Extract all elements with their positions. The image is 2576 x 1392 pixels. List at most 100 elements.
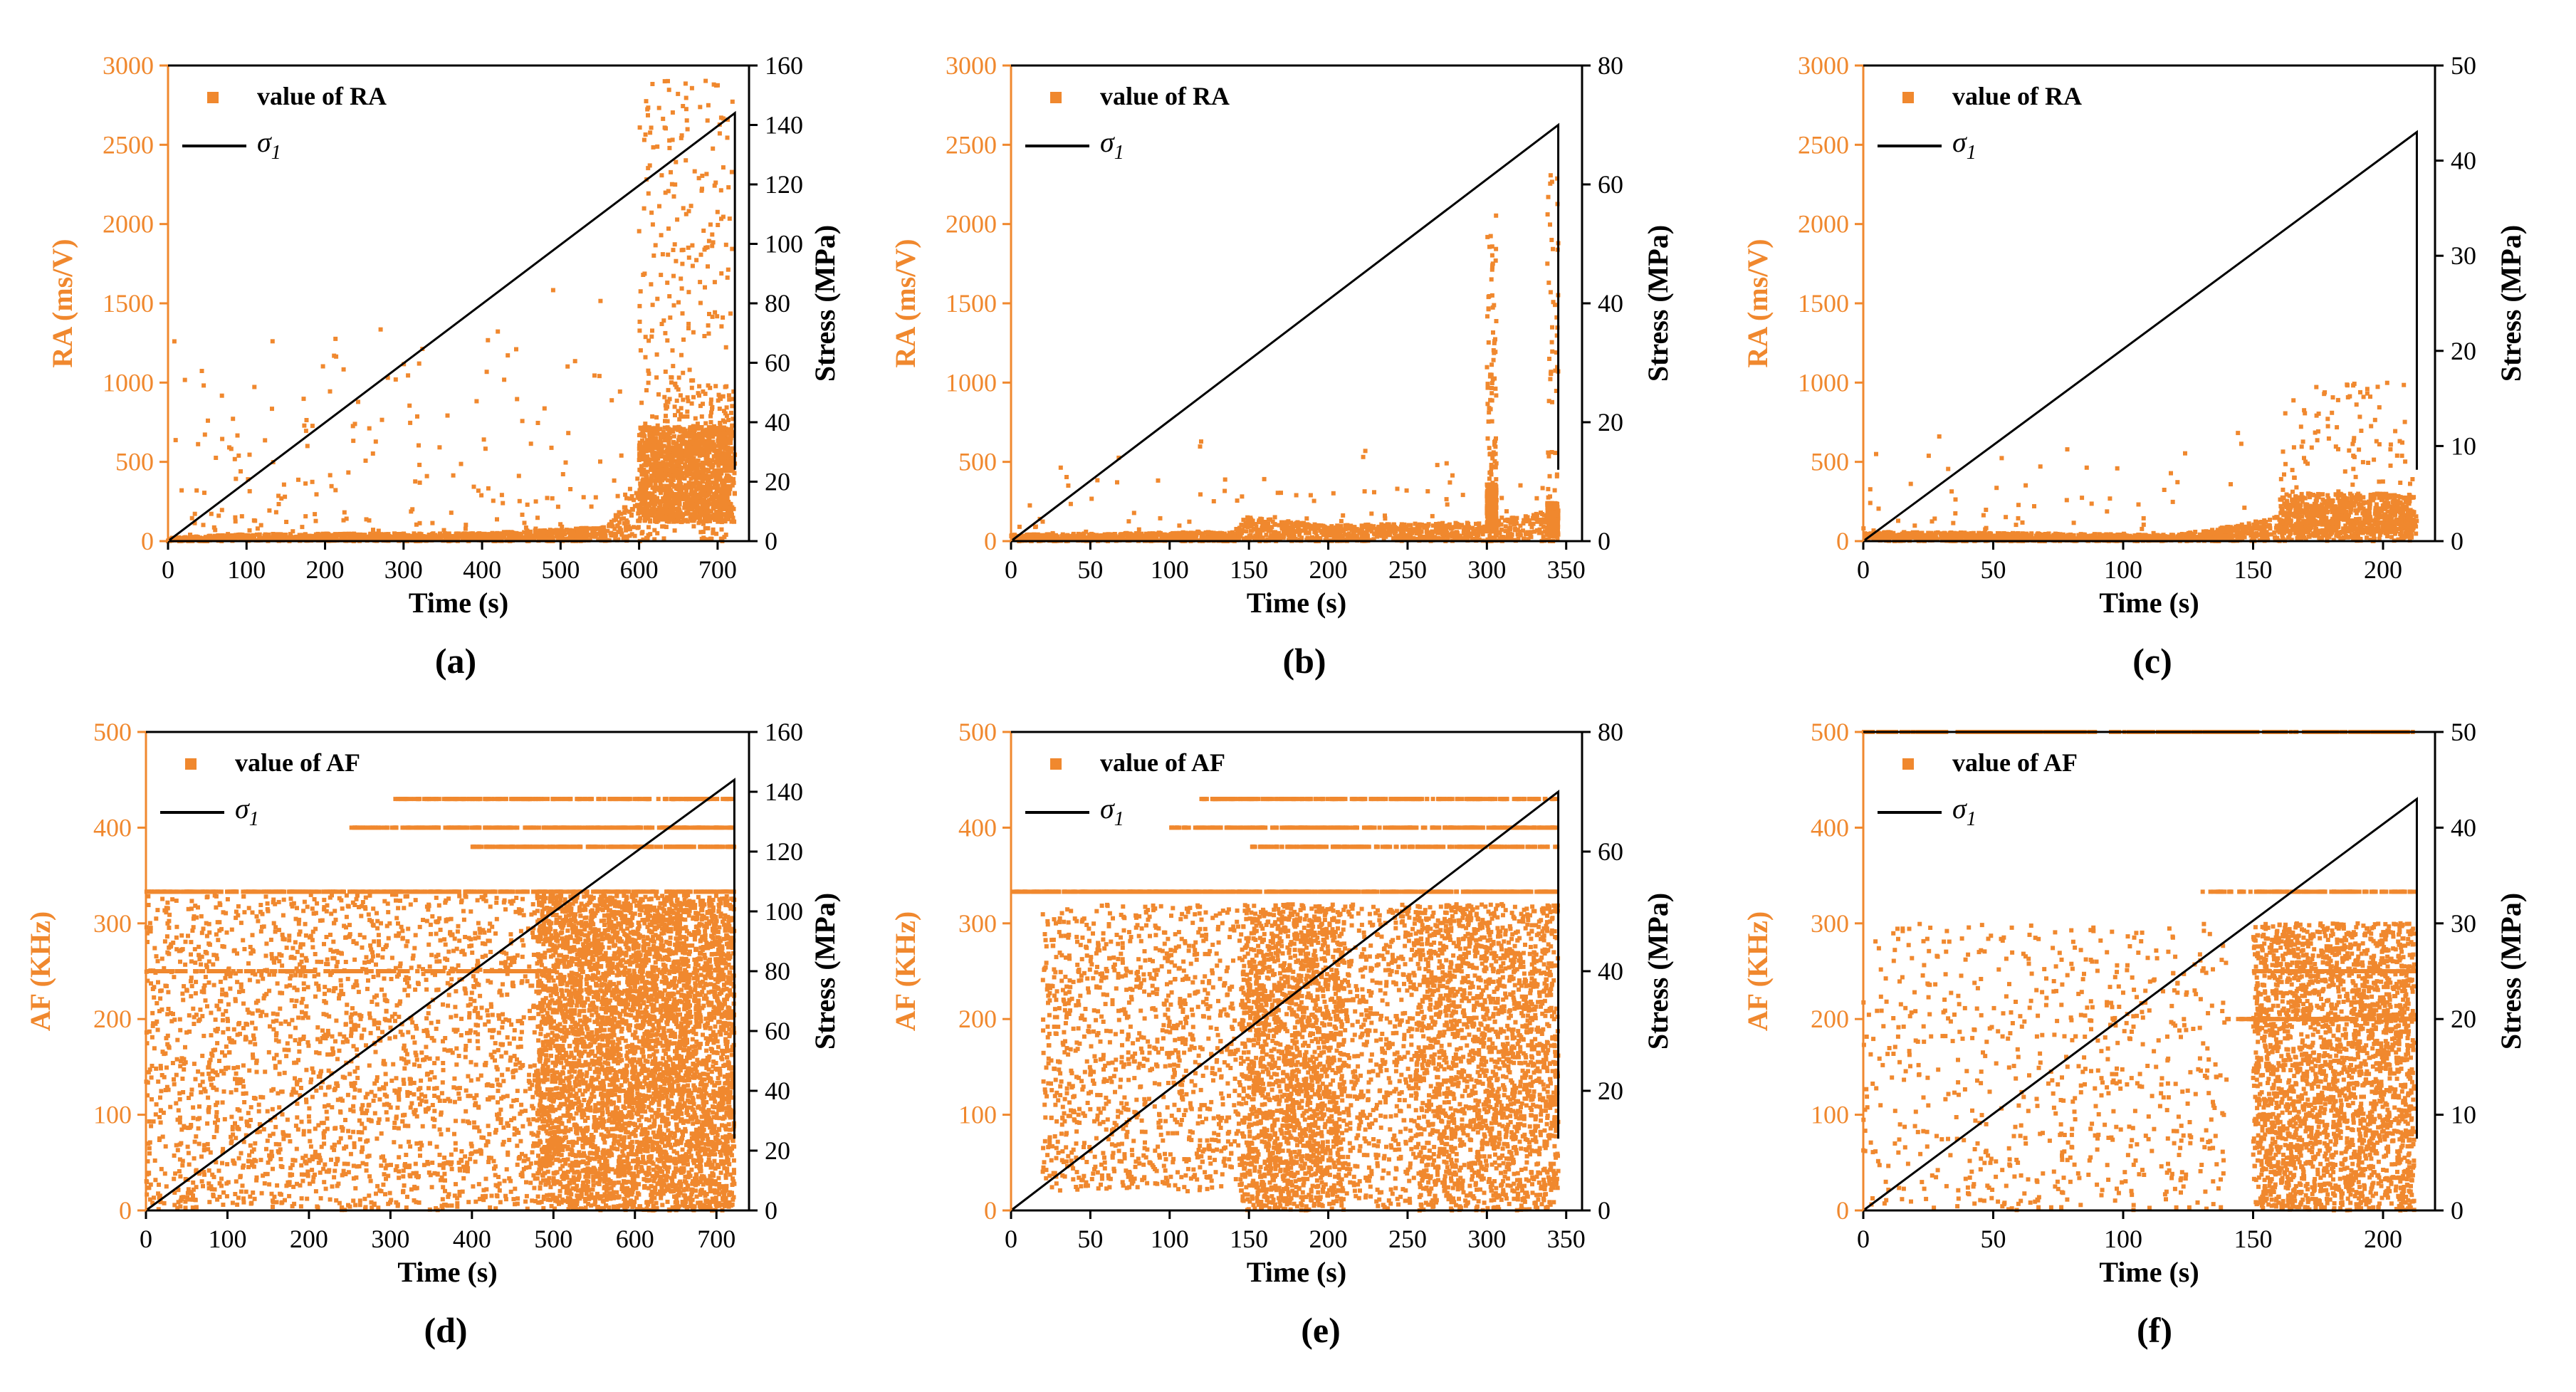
ra-point <box>541 530 546 535</box>
ra-point <box>1205 535 1210 540</box>
ra-point <box>635 476 640 481</box>
ra-point <box>560 472 565 476</box>
ra-point <box>355 534 359 539</box>
ra-point <box>684 107 688 112</box>
ra-point <box>664 490 669 495</box>
ra-point <box>731 516 735 520</box>
ra-point <box>717 407 722 411</box>
ra-point <box>1467 533 1472 538</box>
ra-point <box>605 528 610 533</box>
ra-point <box>550 288 555 293</box>
ra-point <box>699 510 704 515</box>
ra-point <box>666 252 671 257</box>
ra-point <box>686 255 691 260</box>
ra-point <box>1131 511 1136 516</box>
ra-point <box>708 414 713 419</box>
ra-point <box>523 535 528 540</box>
ra-point <box>696 176 701 181</box>
ra-point <box>325 531 330 536</box>
ra-point <box>430 520 435 525</box>
ra-point <box>179 488 184 493</box>
ra-point <box>664 468 669 473</box>
ra-point <box>699 414 704 419</box>
ra-point <box>613 535 618 540</box>
ra-point <box>367 518 372 523</box>
ra-point <box>639 494 644 499</box>
ra-point <box>560 534 565 539</box>
ra-point <box>672 528 677 533</box>
ra-point <box>691 483 696 488</box>
ra-point <box>655 423 660 428</box>
ra-point <box>667 431 672 436</box>
ra-point <box>436 537 441 542</box>
ra-point <box>669 380 674 385</box>
ra-point <box>722 409 726 414</box>
ra-point <box>307 534 312 539</box>
ra-point <box>686 326 691 330</box>
ra-point <box>719 271 724 276</box>
ra-point <box>233 519 238 524</box>
ra-point <box>1076 531 1081 536</box>
ra-point <box>687 367 692 372</box>
ra-point <box>688 476 693 481</box>
ra-point <box>686 472 691 477</box>
ra-point <box>643 335 648 340</box>
x-tick-label: 700 <box>698 555 737 584</box>
ra-point <box>685 395 690 400</box>
ra-point <box>672 242 677 247</box>
ra-point <box>622 505 627 510</box>
ra-point <box>729 456 734 460</box>
ra-point <box>1064 475 1069 479</box>
ra-point <box>545 496 550 501</box>
ra-point <box>499 493 504 498</box>
ra-point <box>614 517 619 522</box>
ra-point <box>699 465 704 470</box>
ra-point <box>445 413 450 418</box>
ra-point <box>183 535 188 540</box>
ra-point <box>1443 525 1448 530</box>
ra-point <box>727 510 732 515</box>
ra-point <box>598 298 603 303</box>
ra-point <box>732 491 737 496</box>
ra-point <box>297 533 302 538</box>
ra-point <box>659 509 664 514</box>
ra-point <box>729 410 733 415</box>
ra-point <box>698 105 703 110</box>
ra-point <box>722 464 727 469</box>
ra-point <box>1273 530 1278 535</box>
ra-point <box>395 538 400 543</box>
ra-point <box>330 537 335 541</box>
ra-point <box>696 391 701 396</box>
ra-point <box>698 404 703 409</box>
ra-point <box>1240 494 1245 499</box>
ra-point <box>215 536 220 541</box>
ra-point <box>1480 532 1485 537</box>
ra-point <box>482 535 487 540</box>
ra-point <box>673 413 677 418</box>
ra-point <box>328 473 333 478</box>
ra-point <box>667 294 672 299</box>
ra-point <box>1245 515 1250 520</box>
ra-point <box>1430 529 1435 534</box>
ra-point <box>676 387 681 392</box>
ra-point <box>699 425 704 429</box>
ra-point <box>247 528 252 533</box>
ra-point <box>716 473 721 478</box>
ra-point <box>566 431 571 436</box>
ra-point <box>698 300 703 305</box>
ra-point <box>514 347 518 352</box>
ra-point <box>515 397 520 402</box>
ra-point <box>708 397 713 402</box>
ra-point <box>632 503 637 508</box>
ra-point <box>300 525 305 530</box>
ra-point <box>1222 477 1227 482</box>
ra-point <box>520 419 525 424</box>
ra-point <box>686 321 691 326</box>
ra-point <box>685 502 690 507</box>
ra-point <box>416 535 421 540</box>
ra-point <box>1268 528 1273 533</box>
ra-point <box>367 426 372 431</box>
ra-point <box>637 319 642 324</box>
ra-point <box>671 273 676 278</box>
ra-point <box>701 433 706 438</box>
